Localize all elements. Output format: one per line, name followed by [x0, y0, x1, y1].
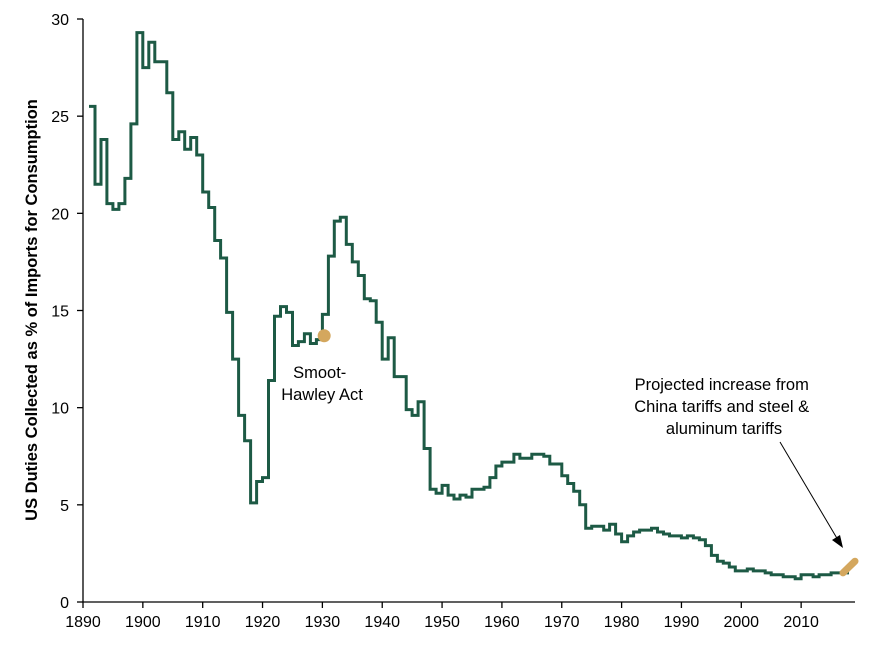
projection-annotation: Projected increase from China tariffs an…	[634, 376, 843, 548]
projection-line	[839, 557, 859, 577]
x-tick-label: 2010	[783, 614, 819, 631]
y-tick-label: 15	[51, 304, 69, 321]
x-tick-label: 1920	[245, 614, 281, 631]
x-tick-label: 1990	[664, 614, 700, 631]
x-tick-label: 1950	[424, 614, 460, 631]
smoot-hawley-marker	[317, 329, 331, 343]
y-tick-label: 25	[51, 109, 69, 126]
plot-area: 0 5 10 15 20 25 30 1890 1900 1910 1920 1930 1940 195…	[51, 12, 859, 631]
y-axis-ticks: 0 5 10 15 20 25 30	[51, 12, 83, 612]
projection-markers	[317, 329, 859, 577]
smoot-hawley-label-line-1: Smoot-	[293, 364, 346, 382]
projection-label-line-2: China tariffs and steel &	[634, 398, 809, 416]
y-tick-label: 20	[51, 206, 69, 223]
x-tick-label: 1900	[125, 614, 161, 631]
projection-arrowhead	[832, 535, 843, 548]
x-tick-label: 1940	[364, 614, 400, 631]
x-tick-label: 1970	[544, 614, 580, 631]
x-tick-label: 1980	[604, 614, 640, 631]
svg-text:Smoot- Hawley Act: Smoot- Hawley Act	[281, 364, 363, 404]
x-tick-label: 1890	[65, 614, 101, 631]
y-tick-label: 5	[60, 498, 69, 515]
y-axis-title: US Duties Collected as % of Imports for …	[23, 99, 41, 521]
y-tick-label: 30	[51, 12, 69, 29]
x-tick-label: 1960	[484, 614, 520, 631]
smoot-hawley-label-line-2: Hawley Act	[281, 386, 363, 404]
y-tick-label: 0	[60, 595, 69, 612]
projection-label-line-1: Projected increase from	[635, 376, 809, 394]
y-tick-label: 10	[51, 401, 69, 418]
projection-arrow-line	[779, 441, 839, 541]
svg-text:Projected increase from: Projected increase from China tariffs an…	[634, 376, 813, 438]
smoot-hawley-annotation: Smoot- Hawley Act	[281, 364, 363, 404]
x-tick-label: 1930	[305, 614, 341, 631]
x-tick-label: 1910	[185, 614, 221, 631]
x-axis-ticks: 1890 1900 1910 1920 1930 1940 1950 1960 1970 1980…	[65, 602, 819, 631]
projection-label-line-3: aluminum tariffs	[666, 420, 782, 438]
x-tick-label: 2000	[723, 614, 759, 631]
duties-series-line	[89, 31, 849, 581]
